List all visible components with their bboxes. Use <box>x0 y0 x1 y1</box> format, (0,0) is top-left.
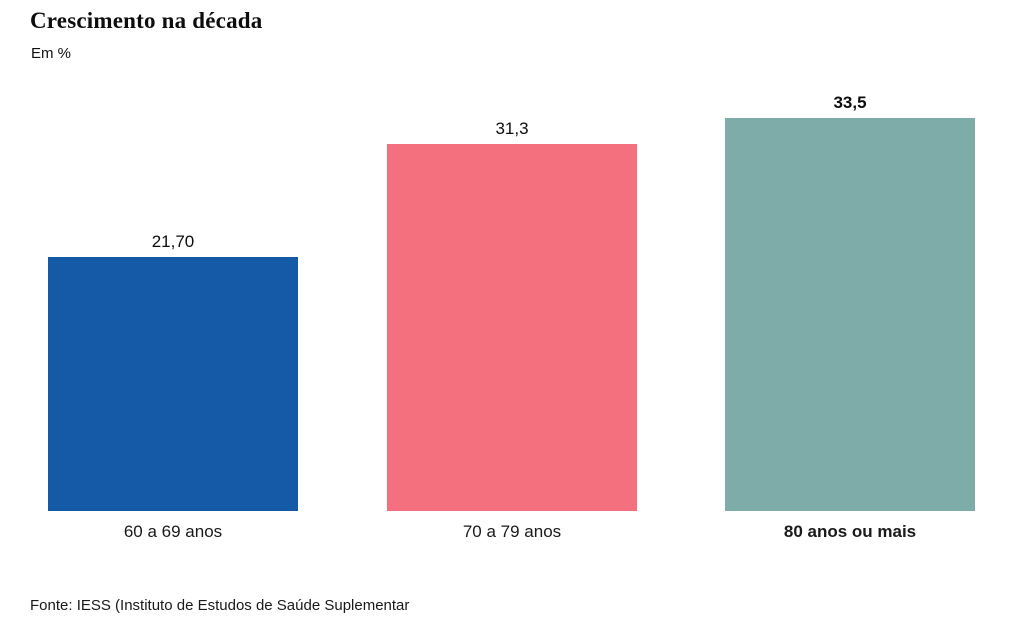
category-label-70-79: 70 a 79 anos <box>462 522 562 541</box>
bar-value-label: 21,70 <box>151 232 195 251</box>
bar-group-60-69: 21,70 60 a 69 anos <box>48 80 298 541</box>
bar-70-79 <box>387 144 637 511</box>
bar-value-label: 33,5 <box>833 93 867 112</box>
category-label-80-plus: 80 anos ou mais <box>783 522 917 541</box>
bar-80-plus <box>725 118 975 511</box>
bar-group-70-79: 31,3 70 a 79 anos <box>387 80 637 541</box>
chart-title: Crescimento na década <box>30 8 263 33</box>
bar-value-label: 31,3 <box>495 119 529 138</box>
chart-subtitle: Em % <box>31 45 72 62</box>
bar-group-80-plus: 33,5 80 anos ou mais <box>725 80 975 541</box>
category-label-60-69: 60 a 69 anos <box>123 522 223 541</box>
bar-60-69 <box>48 257 298 511</box>
source-note: Fonte: IESS (Instituto de Estudos de Saú… <box>30 597 410 614</box>
